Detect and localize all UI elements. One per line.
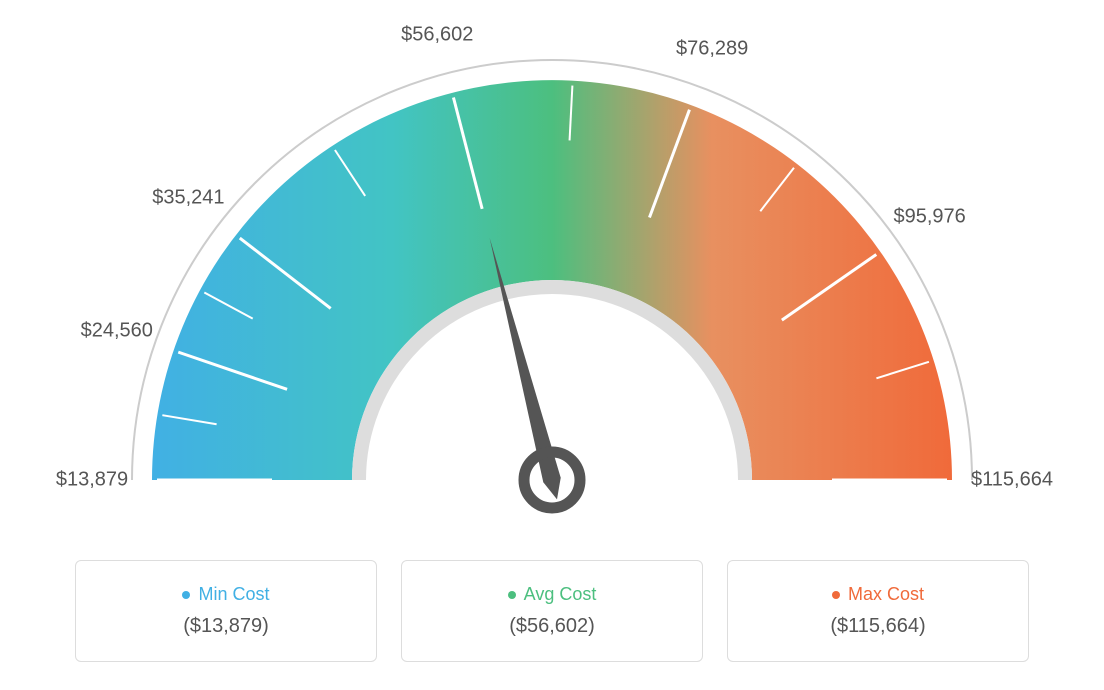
legend-title: Avg Cost [508,584,597,605]
legend-dot-icon [832,591,840,599]
gauge-tick-label: $56,602 [401,23,473,46]
gauge-svg [0,0,1104,550]
legend-title-text: Max Cost [848,584,924,605]
gauge-tick-label: $76,289 [676,37,748,60]
legend-value: ($56,602) [509,615,595,638]
legend-dot-icon [508,591,516,599]
legend-row: Min Cost ($13,879) Avg Cost ($56,602) Max Co… [0,560,1104,662]
legend-box: Min Cost ($13,879) [75,560,377,662]
legend-title: Min Cost [182,584,269,605]
gauge-tick-label: $115,664 [971,469,1053,492]
gauge-tick-label: $95,976 [893,206,965,229]
legend-value: ($13,879) [183,615,269,638]
legend-title-text: Avg Cost [524,584,597,605]
legend-dot-icon [182,591,190,599]
legend-title-text: Min Cost [198,584,269,605]
gauge-tick-label: $24,560 [81,320,153,343]
gauge-chart-container: $13,879 $24,560 $35,241 $56,602 $76,289 $95,9… [0,0,1104,690]
legend-box: Avg Cost ($56,602) [401,560,703,662]
gauge-tick-label: $13,879 [56,469,128,492]
legend-title: Max Cost [832,584,924,605]
legend-box: Max Cost ($115,664) [727,560,1029,662]
gauge-tick-label: $35,241 [152,187,224,210]
legend-value: ($115,664) [830,615,925,638]
